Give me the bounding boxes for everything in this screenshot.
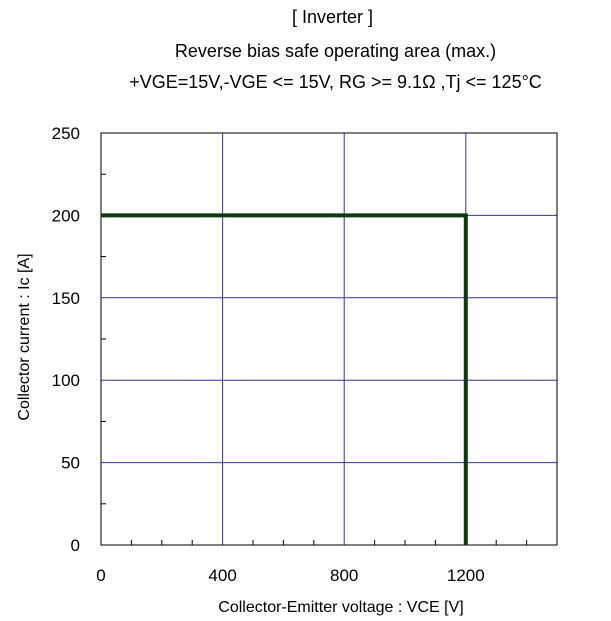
y-tick-label: 200 xyxy=(52,206,80,225)
y-tick-label: 100 xyxy=(52,371,80,390)
y-tick-label: 150 xyxy=(52,289,80,308)
x-tick-label: 400 xyxy=(208,566,236,585)
y-tick-labels: 0 50 100 150 200 250 xyxy=(52,124,80,555)
minor-ticks xyxy=(101,173,528,545)
x-tick-label: 1200 xyxy=(447,566,485,585)
x-tick-label: 0 xyxy=(96,566,105,585)
chart-conditions: +VGE=15V,-VGE <= 15V, RG >= 9.1Ω ,Tj <= … xyxy=(129,72,542,92)
y-tick-label: 250 xyxy=(52,124,80,143)
x-tick-labels: 0 400 800 1200 xyxy=(96,566,484,585)
chart-title: [ Inverter ] xyxy=(291,7,374,27)
x-tick-label: 800 xyxy=(330,566,358,585)
y-axis-label: Collector current : Ic [A] xyxy=(16,253,33,420)
y-tick-label: 50 xyxy=(61,454,80,473)
x-axis-label: Collector-Emitter voltage : VCE [V] xyxy=(218,599,463,616)
series-line xyxy=(101,213,468,545)
plot-frame xyxy=(100,132,558,546)
chart-subtitle: Reverse bias safe operating area (max.) xyxy=(174,41,497,61)
y-tick-label: 0 xyxy=(71,536,80,555)
series-group xyxy=(101,213,468,545)
grid-lines xyxy=(101,133,557,545)
